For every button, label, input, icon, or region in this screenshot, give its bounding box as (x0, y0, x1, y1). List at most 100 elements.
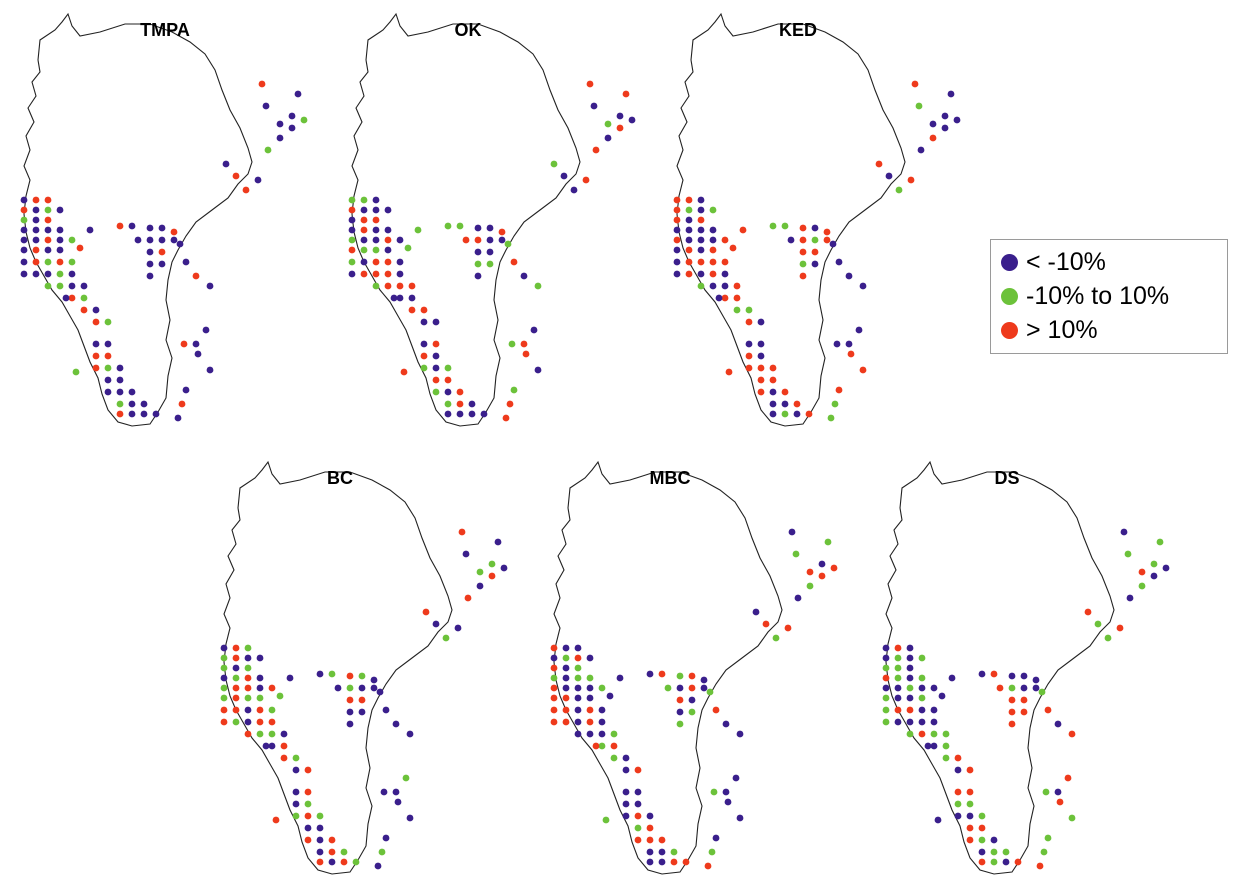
grid-dot-under (697, 246, 705, 254)
grid-dot-neutral (80, 294, 88, 302)
grid-dot-neutral (358, 672, 366, 680)
grid-dot-under (757, 352, 765, 360)
grid-dot-over (456, 388, 464, 396)
grid-dot-over (799, 248, 807, 256)
grid-dot-under (158, 236, 166, 244)
grid-dot-under (954, 766, 962, 774)
grid-dot-neutral (942, 730, 950, 738)
grid-dot-over (830, 564, 838, 572)
grid-dot-neutral (1094, 620, 1102, 628)
grid-dot-neutral (348, 236, 356, 244)
grid-dot-over (360, 216, 368, 224)
grid-dot-under (562, 684, 570, 692)
grid-dot-under (304, 824, 312, 832)
grid-dot-under (348, 216, 356, 224)
grid-dot-under (176, 240, 184, 248)
grid-dot-over (384, 236, 392, 244)
grid-dot-over (458, 528, 466, 536)
grid-dot-over (745, 352, 753, 360)
grid-dot-under (44, 270, 52, 278)
grid-dot-neutral (444, 364, 452, 372)
grid-dot-over (676, 696, 684, 704)
grid-dot-under (882, 684, 890, 692)
grid-dot-under (346, 720, 354, 728)
grid-dot-neutral (733, 306, 741, 314)
panel-title: KED (779, 20, 817, 40)
grid-dot-neutral (346, 684, 354, 692)
grid-dot-under (486, 248, 494, 256)
grid-dot-over (745, 364, 753, 372)
basin-outline (553, 460, 783, 875)
grid-dot-over (733, 282, 741, 290)
grid-dot-under (104, 376, 112, 384)
grid-dot-over (408, 282, 416, 290)
grid-dot-neutral (1138, 582, 1146, 590)
grid-dot-neutral (68, 258, 76, 266)
grid-dot-over (704, 862, 712, 870)
grid-dot-under (570, 186, 578, 194)
grid-dot-under (32, 206, 40, 214)
grid-dot-over (688, 672, 696, 680)
grid-dot-under (56, 246, 64, 254)
grid-dot-under (953, 116, 961, 124)
grid-dot-neutral (304, 800, 312, 808)
grid-dot-under (697, 270, 705, 278)
grid-dot-over (646, 836, 654, 844)
grid-dot-under (128, 388, 136, 396)
grid-dot-over (346, 696, 354, 704)
grid-dot-over (670, 858, 678, 866)
grid-dot-neutral (348, 196, 356, 204)
grid-dot-over (586, 718, 594, 726)
grid-dot-under (316, 836, 324, 844)
grid-dot-under (396, 294, 404, 302)
grid-dot-neutral (72, 368, 80, 376)
grid-dot-under (174, 414, 182, 422)
grid-dot-over (1084, 608, 1092, 616)
grid-dot-over (76, 244, 84, 252)
grid-dot-over (745, 318, 753, 326)
grid-dot-over (906, 706, 914, 714)
grid-dot-neutral (792, 550, 800, 558)
grid-dot-under (370, 676, 378, 684)
grid-dot-under (380, 788, 388, 796)
basin-outline (885, 460, 1115, 875)
grid-dot-over (180, 340, 188, 348)
grid-dot-over (582, 176, 590, 184)
grid-dot-under (534, 366, 542, 374)
grid-dot-over (835, 386, 843, 394)
grid-dot-over (882, 674, 890, 682)
grid-dot-under (622, 766, 630, 774)
grid-dot-over (658, 836, 666, 844)
grid-dot-under (158, 224, 166, 232)
map-panel-mbc: MBC (550, 460, 838, 875)
grid-dot-under (454, 624, 462, 632)
basin-outline (351, 12, 581, 427)
grid-dot-under (855, 326, 863, 334)
grid-dot-neutral (990, 858, 998, 866)
grid-dot-over (907, 176, 915, 184)
grid-dot-neutral (811, 236, 819, 244)
grid-dot-under (32, 226, 40, 234)
grid-dot-over (400, 368, 408, 376)
grid-dot-over (712, 706, 720, 714)
grid-dot-under (146, 248, 154, 256)
grid-dot-under (930, 706, 938, 714)
grid-dot-neutral (116, 400, 124, 408)
grid-dot-over (610, 742, 618, 750)
grid-dot-neutral (930, 730, 938, 738)
grid-dot-under (182, 258, 190, 266)
grid-dot-under (170, 236, 178, 244)
grid-dot-over (1020, 696, 1028, 704)
grid-dot-under (520, 272, 528, 280)
grid-dot-under (420, 340, 428, 348)
grid-dot-under (697, 196, 705, 204)
grid-dot-under (334, 684, 342, 692)
grid-dot-over (1008, 720, 1016, 728)
grid-dot-under (474, 272, 482, 280)
grid-dot-over (592, 742, 600, 750)
grid-dot-over (757, 376, 765, 384)
grid-dot-under (194, 350, 202, 358)
grid-dot-under (146, 236, 154, 244)
grid-dot-under (316, 848, 324, 856)
